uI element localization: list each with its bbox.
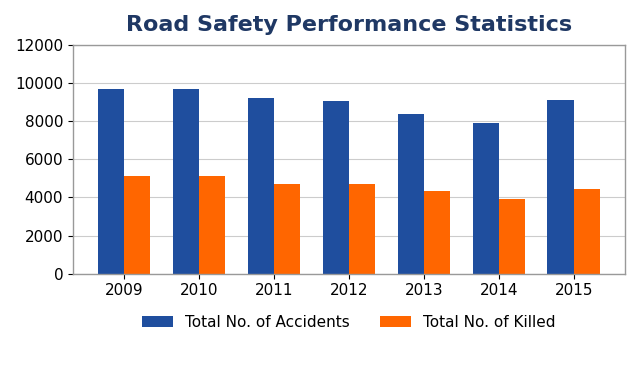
Bar xyxy=(472,123,499,274)
Bar xyxy=(274,184,300,274)
Bar xyxy=(173,89,199,274)
Title: Road Safety Performance Statistics: Road Safety Performance Statistics xyxy=(126,15,572,35)
Bar xyxy=(323,101,349,274)
Bar xyxy=(397,113,424,274)
Bar xyxy=(248,98,274,274)
Legend: Total No. of Accidents, Total No. of Killed: Total No. of Accidents, Total No. of Kil… xyxy=(136,309,562,336)
Bar xyxy=(98,89,124,274)
Bar xyxy=(424,191,450,274)
Bar xyxy=(499,199,525,274)
Bar xyxy=(124,176,150,274)
Bar xyxy=(349,184,375,274)
Bar xyxy=(199,176,225,274)
Bar xyxy=(573,189,600,274)
Bar xyxy=(547,100,573,274)
